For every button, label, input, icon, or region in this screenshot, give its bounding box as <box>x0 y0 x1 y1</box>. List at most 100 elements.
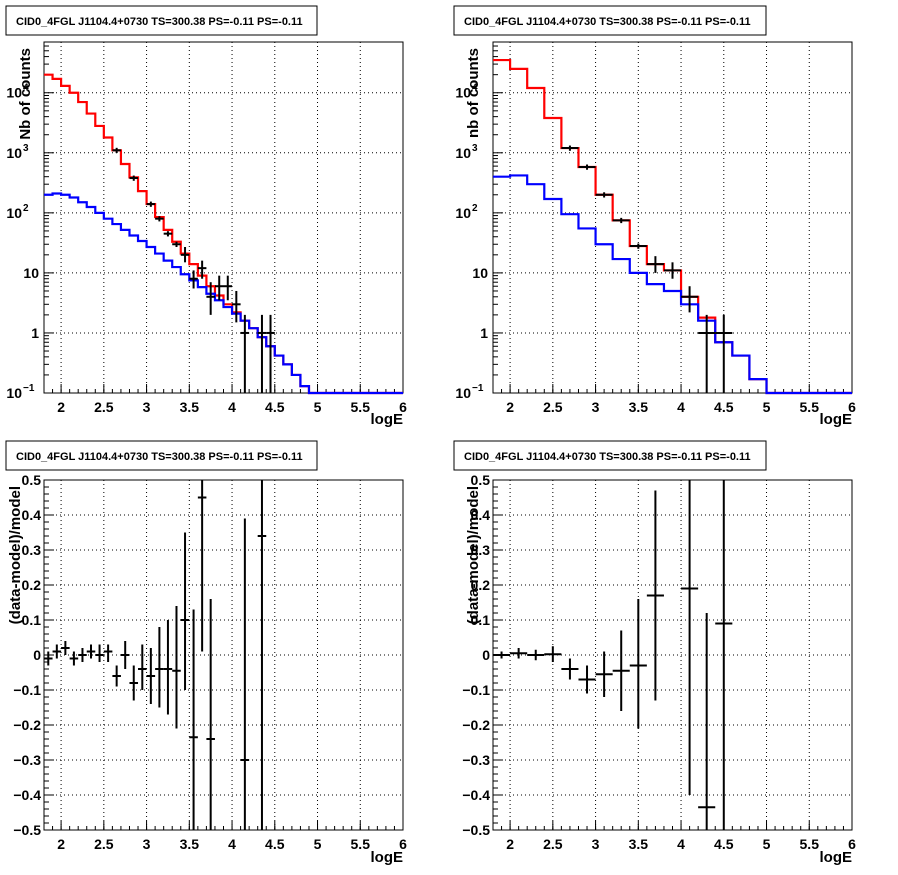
data-point <box>180 532 190 690</box>
y-tick-label: −0.2 <box>462 717 490 733</box>
x-tick-label: 3 <box>143 399 151 415</box>
x-tick-label: 2.5 <box>94 399 114 415</box>
x-tick-label: 5.5 <box>351 399 371 415</box>
data-point <box>240 314 250 393</box>
data-point <box>223 275 233 301</box>
y-tick-label: 0.5 <box>471 472 491 488</box>
data-point <box>595 651 613 697</box>
x-axis-label: logE <box>820 411 853 428</box>
y-tick-label: 0 <box>33 647 41 663</box>
x-axis-label: logE <box>371 411 404 428</box>
data-point <box>61 641 70 655</box>
x-tick-label: 4.5 <box>265 399 285 415</box>
data-point <box>544 646 562 662</box>
y-tick-label: 10 <box>455 145 471 161</box>
x-tick-label: 4 <box>228 399 236 415</box>
plot-frame <box>492 41 853 394</box>
data-point <box>146 648 156 704</box>
x-tick-label: 3 <box>592 399 600 415</box>
data-point <box>698 613 716 830</box>
x-tick-label: 2 <box>506 399 514 415</box>
data-point <box>112 147 121 154</box>
data-point <box>663 262 682 279</box>
x-tick-label: 5 <box>763 836 771 852</box>
title-box <box>453 5 767 36</box>
data-point <box>214 275 224 301</box>
chart-panel-2: CID0_4FGL J1104.4+0730 TS=300.38 PS=-0.1… <box>453 5 856 428</box>
data-point <box>257 314 267 393</box>
y-tick-label: 10 <box>455 385 471 401</box>
y-tick-exponent: 3 <box>472 143 478 154</box>
chart-panel-1: CID0_4FGL J1104.4+0730 TS=300.38 PS=-0.1… <box>5 5 407 428</box>
y-axis-label: Nb of counts <box>17 48 34 140</box>
y-tick-label: 10 <box>455 85 471 101</box>
y-tick-label: 0.3 <box>471 542 491 558</box>
x-tick-label: 5.5 <box>351 836 371 852</box>
y-tick-label: 0.4 <box>471 507 491 523</box>
data-point <box>112 665 121 687</box>
y-tick-label: 10 <box>455 205 471 221</box>
data-point <box>206 282 215 315</box>
title-box <box>453 440 767 471</box>
y-tick-exponent: 4 <box>472 83 478 94</box>
data-point <box>681 286 699 313</box>
x-tick-label: 2 <box>506 836 514 852</box>
y-tick-exponent: 2 <box>472 203 478 214</box>
data-point <box>44 651 53 666</box>
x-tick-label: 5.5 <box>800 836 820 852</box>
data-point <box>493 651 511 659</box>
y-tick-label: −0.5 <box>13 822 41 838</box>
data-point <box>612 217 630 224</box>
chart-title: CID0_4FGL J1104.4+0730 TS=300.38 PS=-0.1… <box>464 451 751 463</box>
chart-title: CID0_4FGL J1104.4+0730 TS=300.38 PS=-0.1… <box>16 451 303 463</box>
y-tick-label: −0.1 <box>462 682 490 698</box>
x-tick-label: 5 <box>763 399 771 415</box>
x-tick-label: 2.5 <box>543 399 563 415</box>
y-tick-label: 0.5 <box>22 472 42 488</box>
x-tick-label: 4.5 <box>714 399 734 415</box>
data-point <box>578 665 596 694</box>
data-point <box>129 175 139 181</box>
data-point <box>206 599 215 830</box>
x-axis-label: logE <box>820 849 853 866</box>
y-tick-label: −0.2 <box>13 717 41 733</box>
histogram-series-line <box>493 174 852 395</box>
chart-title: CID0_4FGL J1104.4+0730 TS=300.38 PS=-0.1… <box>464 16 751 28</box>
x-tick-label: 4 <box>677 836 685 852</box>
y-tick-exponent: 2 <box>23 203 29 214</box>
data-point <box>715 480 733 830</box>
x-tick-label: 2 <box>57 399 65 415</box>
data-point <box>155 627 164 708</box>
x-tick-label: 3 <box>592 836 600 852</box>
y-tick-label: 0.2 <box>22 577 42 593</box>
data-point <box>527 649 545 661</box>
y-tick-label: 10 <box>6 85 22 101</box>
x-tick-label: 4.5 <box>714 836 734 852</box>
chart-title: CID0_4FGL J1104.4+0730 TS=300.38 PS=-0.1… <box>16 16 303 28</box>
y-axis-label: (data-model)/model <box>465 486 482 624</box>
y-tick-exponent: −1 <box>23 383 35 394</box>
y-tick-label: 0 <box>482 647 490 663</box>
y-tick-label: 10 <box>6 145 22 161</box>
x-tick-label: 3 <box>143 836 151 852</box>
data-point <box>197 260 207 279</box>
data-point <box>172 241 181 247</box>
y-tick-label: 0.1 <box>471 612 491 628</box>
y-tick-label: 0.3 <box>22 542 42 558</box>
data-point <box>561 658 579 680</box>
data-point <box>681 480 699 795</box>
data-point <box>561 145 579 151</box>
data-point <box>86 644 96 659</box>
data-point <box>69 651 79 666</box>
x-tick-label: 5 <box>314 836 322 852</box>
data-point <box>189 270 198 289</box>
x-tick-label: 4 <box>677 399 685 415</box>
x-tick-label: 6 <box>848 836 856 852</box>
data-point <box>163 231 173 237</box>
y-tick-label: 1 <box>31 325 39 341</box>
data-point <box>646 256 664 273</box>
chart-panel-3: CID0_4FGL J1104.4+0730 TS=300.38 PS=-0.1… <box>5 440 407 866</box>
data-point <box>172 606 181 729</box>
x-tick-label: 3.5 <box>629 399 649 415</box>
y-tick-label: 10 <box>6 205 22 221</box>
